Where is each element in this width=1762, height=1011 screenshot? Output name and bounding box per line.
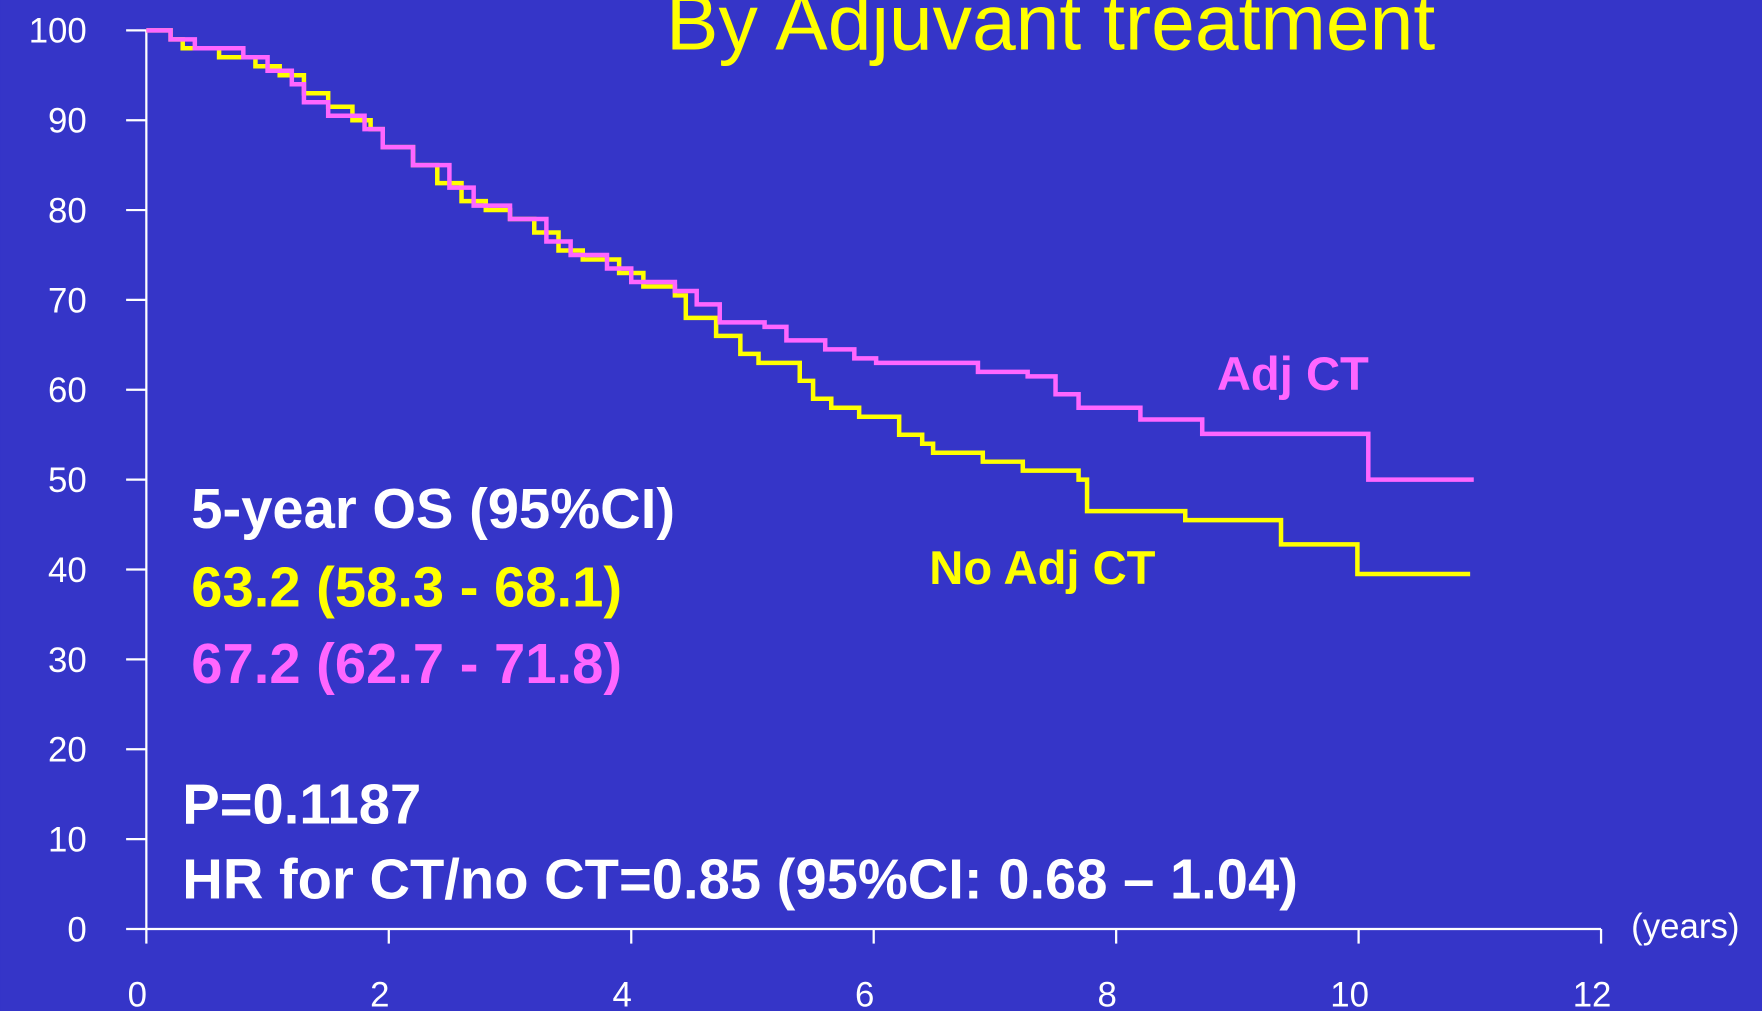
y-tick-label: 60	[48, 371, 87, 410]
y-tick-label: 80	[48, 191, 87, 230]
x-tick-label: 6	[855, 976, 874, 1011]
annotation: 63.2 (58.3 - 68.1)	[191, 556, 622, 619]
y-tick-label: 30	[48, 641, 87, 680]
y-tick-label: 0	[67, 910, 86, 949]
y-tick-label: 70	[48, 281, 87, 320]
y-tick-label: 10	[48, 820, 87, 859]
annotation: 5-year OS (95%CI)	[191, 477, 675, 540]
x-tick-label: 8	[1097, 976, 1116, 1011]
y-tick-label: 50	[48, 461, 87, 500]
x-tick-label: 12	[1573, 976, 1612, 1011]
x-tick-label: 2	[370, 976, 389, 1011]
x-tick-label: 10	[1330, 976, 1369, 1011]
y-tick-label: 20	[48, 731, 87, 770]
x-tick-label: 0	[128, 976, 147, 1011]
y-tick-label: 40	[48, 551, 87, 590]
annotation: P=0.1187	[182, 772, 421, 835]
legend-label: No Adj CT	[929, 541, 1155, 594]
annotation: HR for CT/no CT=0.85 (95%CI: 0.68 – 1.04…	[182, 848, 1298, 911]
survival-curve	[146, 28, 1474, 482]
y-tick-label: 90	[48, 102, 87, 141]
x-axis-label: (years)	[1631, 907, 1739, 946]
legend-label: Adj CT	[1217, 347, 1369, 400]
chart-title: By Adjuvant treatment	[666, 0, 1435, 66]
y-tick-label: 100	[29, 12, 87, 51]
x-tick-label: 4	[613, 976, 632, 1011]
annotation: 67.2 (62.7 - 71.8)	[191, 632, 622, 695]
